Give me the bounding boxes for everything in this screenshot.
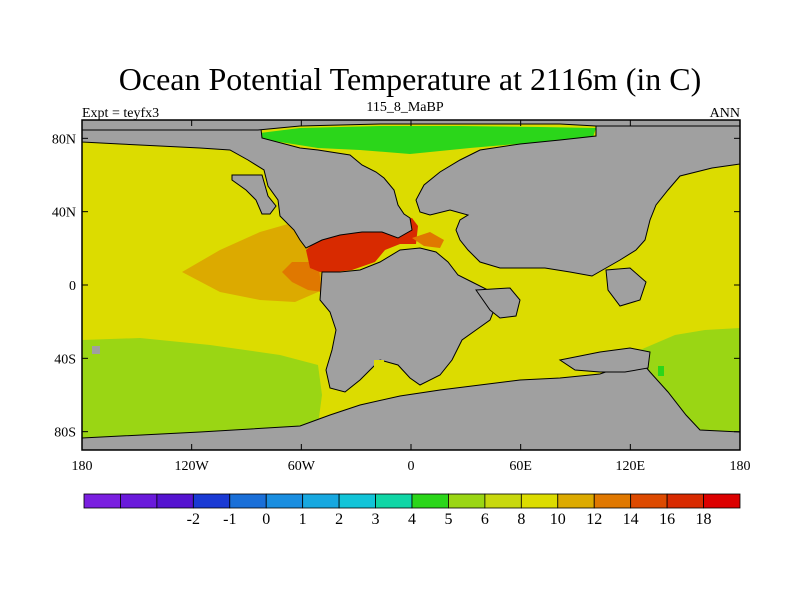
x-tick-label: 120E [616,459,646,474]
australia-land [558,347,651,373]
colorbar-swatch [120,493,158,509]
colorbar-swatch [265,493,304,509]
arctic-north-land [82,120,740,131]
colorbar-swatch [593,493,632,509]
colorbar-swatch [302,493,340,509]
southern-ocean-west [82,338,322,450]
y-tick-label: 40S [54,352,76,367]
colorbar: -2 -1 0 1 2 3 4 5 6 8 10 12 14 16 18 [83,493,741,528]
map-area [82,120,740,450]
colorbar-label: 1 [299,511,307,528]
x-tick-label: 60W [288,459,316,474]
madagascar-india-land [475,287,521,319]
antarctica-land [82,359,740,450]
southern-ocean-east [640,328,740,450]
y-tick-label: 40N [52,206,76,221]
season-label: ANN [710,106,740,121]
axis-ticks: 180 120W 60W 0 60E 120E 180 80N 40N 0 40S 80S [52,120,751,474]
colorbar-swatch [229,493,267,509]
pacific-near-central-america [282,262,322,292]
south-america-africa-land [319,247,499,393]
colorbar-swatch [448,493,486,509]
arctic-strip [260,126,596,154]
y-tick-label: 80N [52,132,76,147]
colorbar-swatch [338,493,376,509]
colorbar-swatch [375,493,413,509]
colorbar-swatch [484,493,522,509]
small-island [92,346,100,354]
eastern-pacific-tongue [182,222,325,302]
colorbar-swatch [666,493,704,509]
x-tick-label: 180 [730,459,751,474]
colorbar-label: -1 [223,511,236,528]
x-tick-label: 120W [175,459,210,474]
colorbar-label: 5 [444,511,452,528]
colorbar-label: 0 [262,511,270,528]
map-title: Ocean Potential Temperature at 2116m (in… [119,61,701,97]
colorbar-swatch [411,493,449,509]
colorbar-label: 4 [408,511,416,528]
colorbar-label: 6 [481,511,489,528]
tethys-east [412,232,444,248]
north-america-land [82,120,413,249]
colorbar-label: 10 [550,511,566,528]
experiment-label: Expt = teyfx3 [82,106,159,121]
colorbar-swatch [83,493,121,509]
south-atlantic-patch [374,360,384,376]
southeast-asia-land [605,267,647,307]
colorbar-label: 16 [659,511,675,528]
colorbar-swatch [192,493,231,509]
colorbar-swatch [156,493,194,509]
colorbar-label: 2 [335,511,343,528]
y-tick-label: 0 [69,279,76,294]
x-tick-label: 60E [509,459,532,474]
colorbar-swatch [703,493,741,509]
colorbar-label: 3 [372,511,380,528]
colorbar-swatch [630,493,668,509]
small-cold-patch [658,366,664,376]
eurasia-land [415,120,740,277]
colorbar-label: 14 [623,511,639,528]
colorbar-label: 8 [517,511,525,528]
north-america-coast-west [231,174,277,215]
colorbar-label: -2 [187,511,200,528]
colorbar-label: 12 [586,511,602,528]
land-masses [82,120,740,450]
colorbar-label: 18 [696,511,712,528]
colorbar-swatch [520,493,559,509]
colorbar-swatch [557,493,595,509]
period-label: 115_8_MaBP [366,100,443,115]
y-tick-label: 80S [54,426,76,441]
x-tick-label: 0 [408,459,415,474]
x-tick-label: 180 [72,459,93,474]
